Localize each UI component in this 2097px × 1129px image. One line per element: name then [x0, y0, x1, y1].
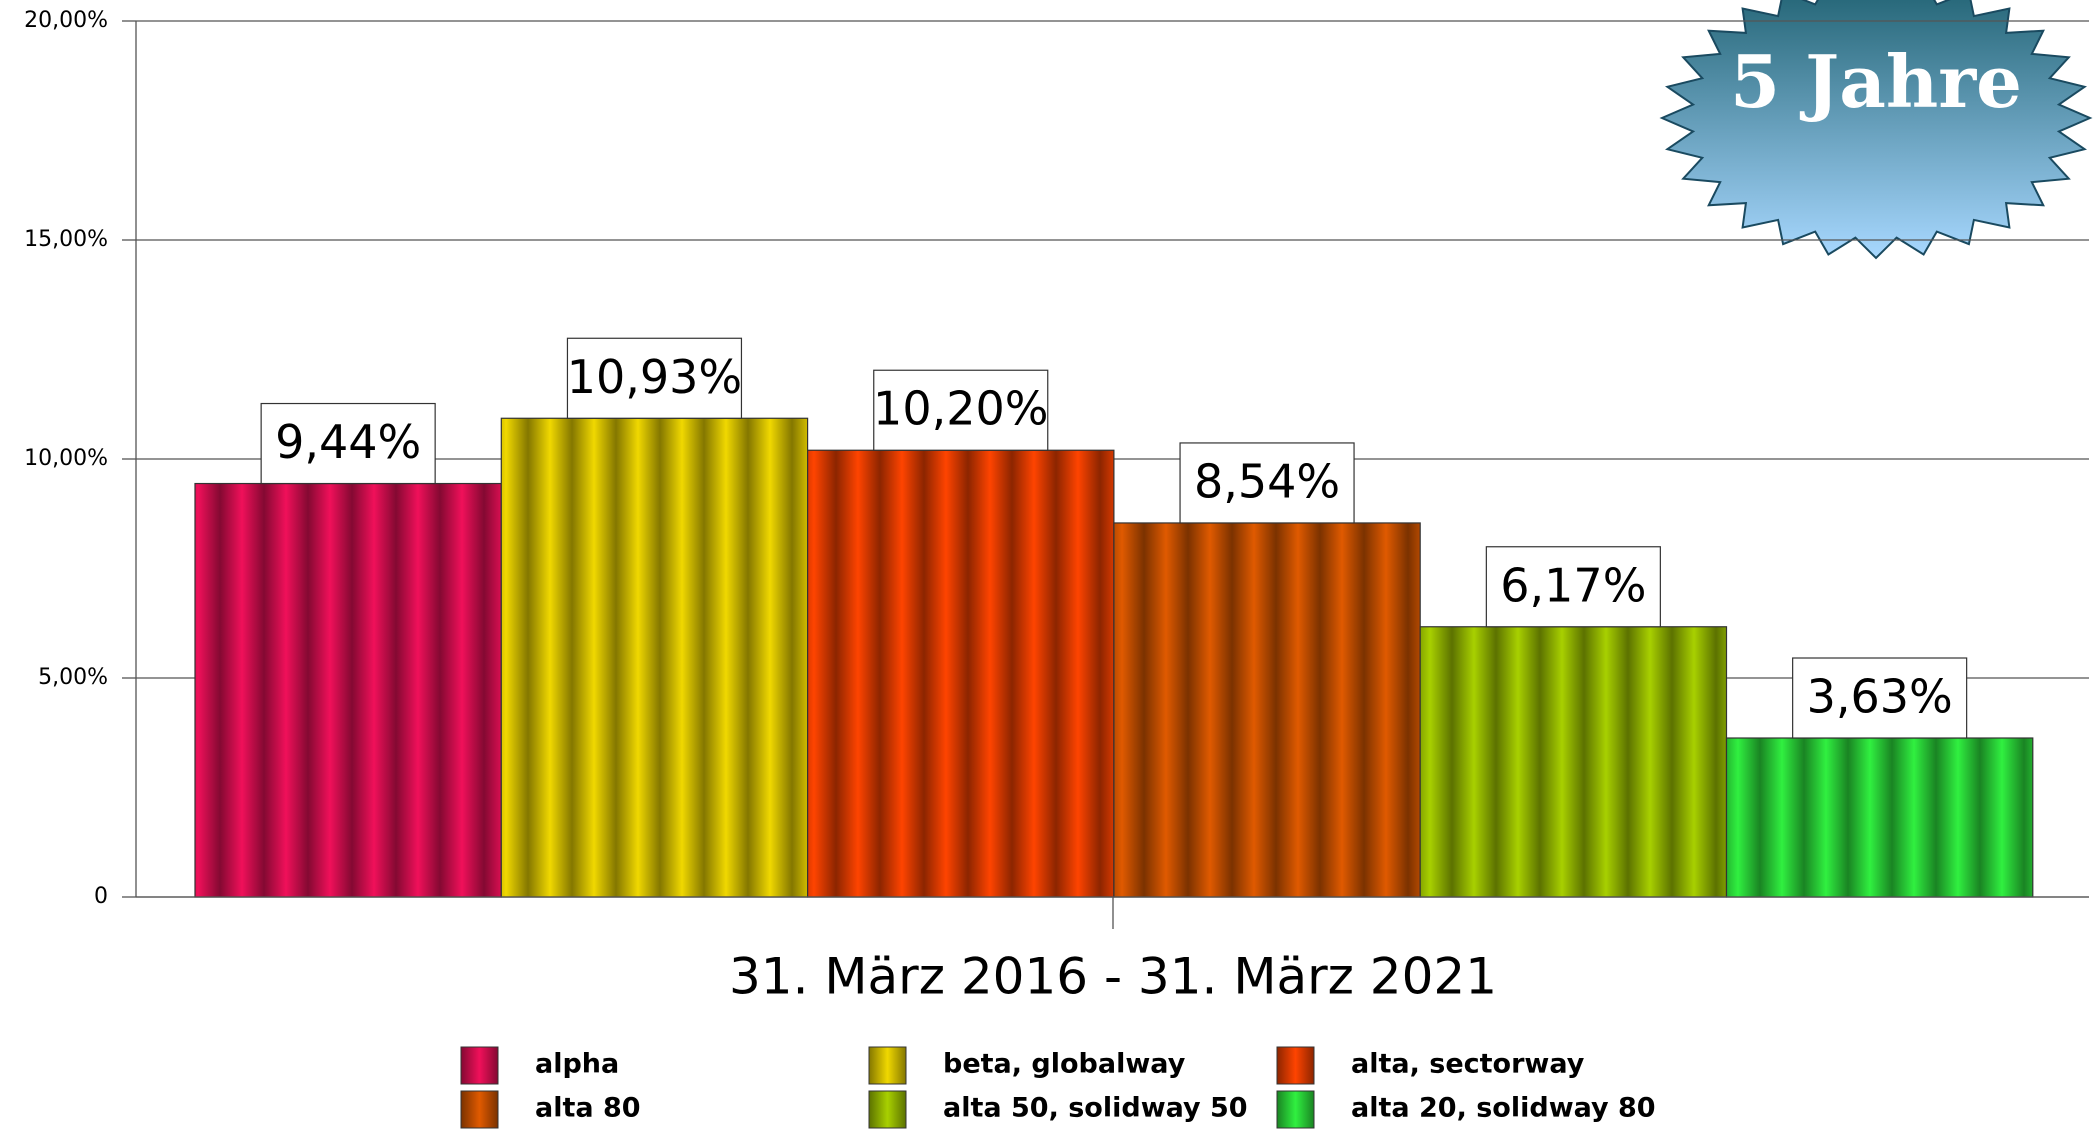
legend-swatch: [1276, 1046, 1315, 1085]
x-tick-label: 31. März 2016 - 31. März 2021: [729, 948, 1497, 1006]
legend-swatch: [460, 1090, 499, 1129]
value-label-box: [1792, 657, 1968, 739]
y-tick-label: 20,00%: [24, 8, 108, 33]
badge-star: [1659, 0, 2093, 260]
value-label-box: [566, 337, 743, 419]
badge: 5 Jahre: [1659, 0, 2093, 260]
legend-label: beta, globalway: [943, 1049, 1186, 1080]
bar: [806, 449, 1115, 898]
value-label: 10,20%: [873, 382, 1048, 436]
value-label-box: [1179, 442, 1355, 524]
value-label: 9,44%: [275, 415, 421, 469]
value-label: 6,17%: [1500, 558, 1646, 612]
legend-label: alta, sectorway: [1351, 1049, 1585, 1080]
value-label-box: [873, 369, 1049, 451]
badge-text: 5 Jahre: [1730, 39, 2022, 124]
y-tick-label: 0: [94, 884, 108, 909]
bar: [194, 482, 502, 898]
y-tick-label: 15,00%: [24, 227, 108, 252]
legend-label: alpha: [535, 1049, 619, 1080]
bar: [1725, 737, 2034, 898]
value-label-box: [260, 402, 436, 485]
legend-swatch: [868, 1090, 907, 1129]
legend-label: alta 50, solidway 50: [943, 1093, 1248, 1124]
legend-label: alta 20, solidway 80: [1351, 1093, 1656, 1124]
value-label-box: [1485, 546, 1661, 628]
y-tick-label: 10,00%: [24, 446, 108, 471]
legend-swatch: [868, 1046, 907, 1085]
y-tick-label: 5,00%: [38, 665, 108, 690]
legend-label: alta 80: [535, 1093, 641, 1124]
value-label: 10,93%: [567, 350, 742, 404]
value-label: 3,63%: [1807, 670, 1953, 724]
bar: [1113, 522, 1421, 898]
legend-swatch: [460, 1046, 499, 1085]
bar: [500, 417, 809, 898]
legend-swatch: [1276, 1090, 1315, 1129]
value-label: 8,54%: [1194, 454, 1340, 508]
bar: [1419, 626, 1728, 898]
